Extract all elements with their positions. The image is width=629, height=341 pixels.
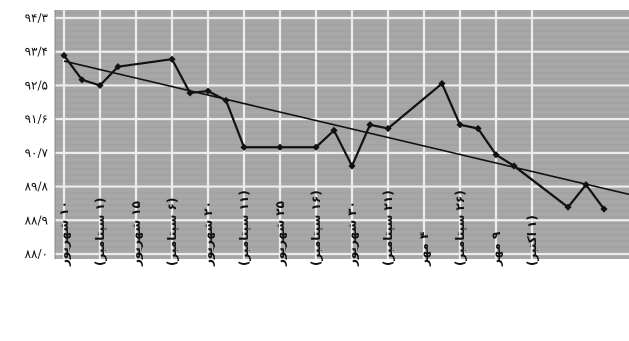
x-tick-label: ۹ مهر: [489, 231, 503, 267]
y-axis-tick-labels: ۹۴/۳ ۹۳/۴ ۹۲/۵ ۹۱/۶ ۹۰/۷ ۸۹/۸ ۸۸/۹ ۸۸/۰: [25, 11, 49, 261]
x-tick-label: ۲۵ شهریور: [273, 201, 288, 267]
y-tick-label: ۸۹/۸: [25, 180, 49, 194]
data-point: [114, 63, 122, 71]
data-point: [96, 81, 104, 90]
grid-lines: [54, 10, 629, 259]
data-point: [330, 126, 338, 134]
x-tick-label: ۳۰ شهریور: [345, 201, 360, 267]
y-tick-label: ۹۳/۴: [25, 45, 48, 59]
data-point: [168, 55, 176, 63]
data-point: [582, 181, 590, 189]
data-point: [384, 124, 392, 133]
data-point: [510, 162, 518, 170]
x-tick-label: (۲۱ سپتامبر): [381, 190, 395, 266]
data-point: [60, 51, 68, 60]
y-tick-label: ۸۸/۹: [25, 213, 48, 227]
x-tick-label: (۱۱ سپتامبر): [237, 190, 251, 266]
data-point: [276, 143, 284, 151]
series-layer: [60, 51, 608, 213]
x-tick-label: ۱۰ شهریور: [57, 201, 72, 267]
data-point: [474, 124, 482, 133]
plot-texture: [55, 12, 629, 254]
x-tick-label: ۲۰ شهریور: [201, 201, 216, 267]
x-tick-label: ۴ مهر: [417, 232, 431, 267]
y-tick-label: ۹۰/۷: [25, 146, 49, 160]
trendline-layer: [63, 60, 629, 196]
x-tick-label: ۱۵ شهریور: [129, 201, 144, 267]
y-tick-label: ۹۴/۳: [25, 11, 49, 25]
data-point: [204, 87, 212, 95]
data-point: [600, 205, 608, 213]
data-point: [78, 76, 86, 84]
data-point: [240, 143, 248, 151]
data-point: [438, 79, 446, 88]
data-point: [222, 96, 230, 105]
y-tick-label: ۹۲/۵: [25, 78, 48, 92]
y-tick-label: ۹۱/۶: [25, 112, 48, 126]
data-point: [312, 143, 320, 151]
data-point: [366, 121, 374, 129]
data-point: [492, 151, 500, 159]
trendline: [63, 60, 629, 196]
data-point: [564, 203, 572, 211]
data-point: [348, 162, 356, 170]
x-tick-label: (۶ سپتامبر): [165, 198, 179, 266]
y-tick-label: ۸۸/۰: [25, 247, 48, 261]
x-tick-label: (۱۶ سپتامبر): [309, 190, 323, 266]
data-point: [456, 121, 464, 129]
x-tick-label: (۱ سپتامبر): [93, 198, 107, 266]
x-tick-label: (۱ اکتبر): [525, 215, 539, 266]
x-axis-tick-labels: ۱۰ شهریور (۱ سپتامبر) ۱۵ شهریور (۶ سپتامبر)…: [57, 190, 539, 267]
data-point: [186, 89, 194, 97]
x-tick-label: (۲۶ سپتامبر): [453, 190, 467, 266]
